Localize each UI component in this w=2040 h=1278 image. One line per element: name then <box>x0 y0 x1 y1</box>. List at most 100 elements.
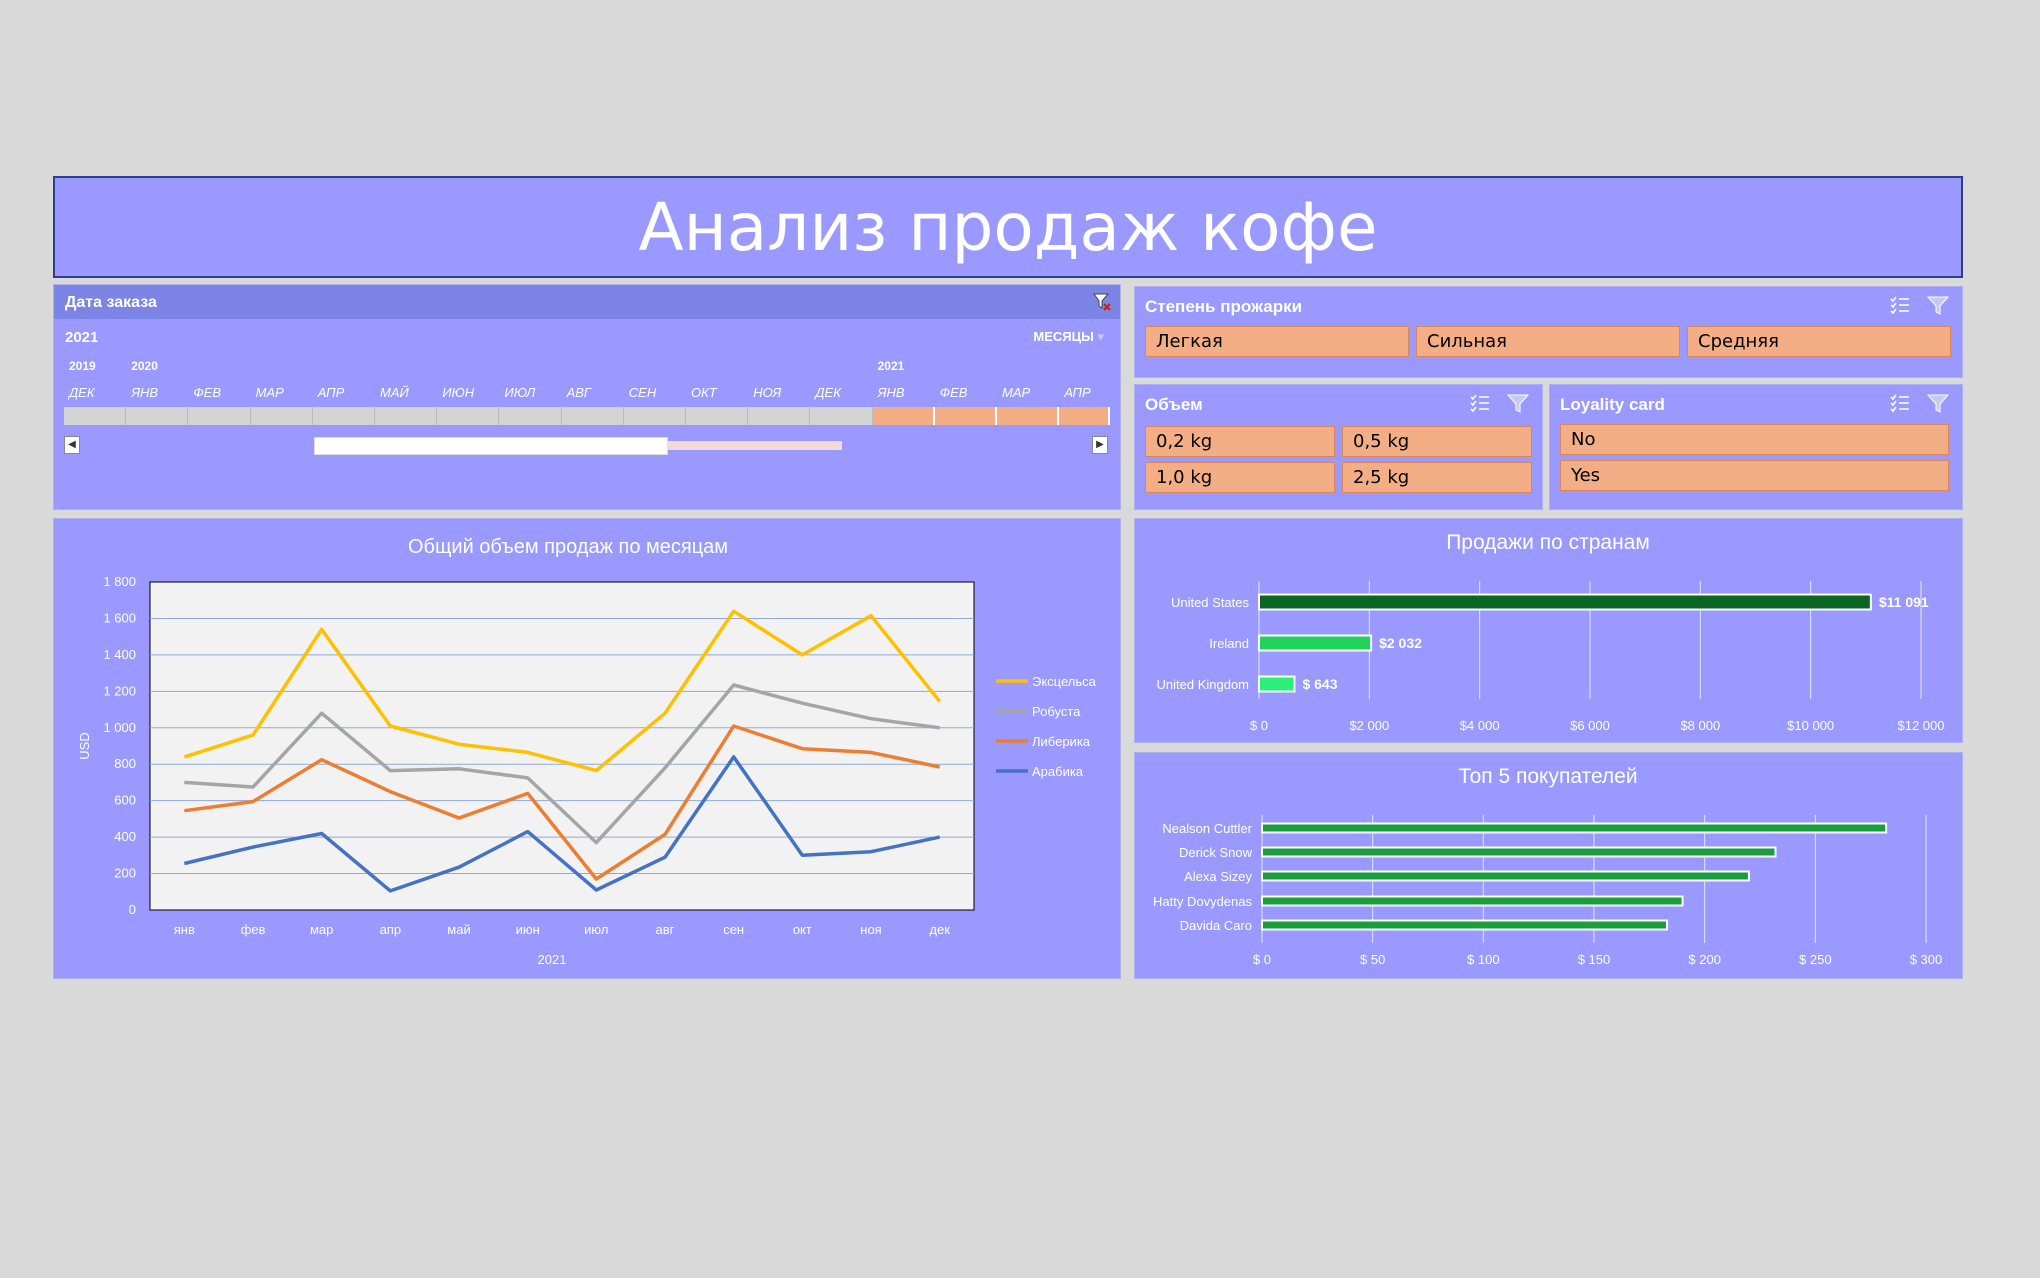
timeline-month-label: ЯНВ <box>131 385 159 400</box>
timeline-month-selected[interactable] <box>1059 407 1110 425</box>
timeline-scroll-thumb[interactable] <box>314 437 668 455</box>
volume-item-0-5kg[interactable]: 0,5 kg <box>1342 426 1532 457</box>
legend-entry: Либерика <box>1032 734 1091 749</box>
timeline-month-label: АПР <box>317 385 345 400</box>
timeline-month-cell[interactable] <box>623 407 686 425</box>
timeline-level-dropdown[interactable]: МЕСЯЦЫ ▾ <box>1033 329 1104 344</box>
timeline-month-cell[interactable] <box>126 407 189 425</box>
category-label: Derick Snow <box>1179 845 1253 860</box>
roast-item-dark[interactable]: Сильная <box>1416 326 1680 357</box>
timeline-month-label: НОЯ <box>753 385 782 400</box>
x-tick-label: $ 0 <box>1250 718 1268 733</box>
bar[interactable] <box>1261 822 1888 834</box>
timeline-scroll-track[interactable] <box>668 441 842 450</box>
timeline-month-label: ДЕК <box>815 385 841 400</box>
volume-item-1-0kg[interactable]: 1,0 kg <box>1145 462 1335 493</box>
monthly-sales-chart[interactable]: Общий объем продаж по месяцам 0 200 400 600 8… <box>53 518 1121 979</box>
bar[interactable] <box>1261 870 1750 882</box>
timeline-month-selected[interactable] <box>872 407 935 425</box>
y-tick-label: 600 <box>114 793 136 808</box>
legend-entry: Эксцельса <box>1032 674 1097 689</box>
line-chart-title: Общий объем продаж по месяцам <box>408 536 728 558</box>
x-tick-label: $ 250 <box>1799 952 1832 967</box>
timeline-month-label: ИЮН <box>442 385 475 400</box>
timeline-month-cell[interactable] <box>64 407 127 425</box>
x-tick-label: $ 200 <box>1688 952 1721 967</box>
scroll-left-button[interactable]: ◀ <box>64 436 80 454</box>
multi-select-icon[interactable] <box>1468 391 1492 415</box>
bar[interactable] <box>1258 593 1872 611</box>
timeline-year-label: 2019 <box>69 359 96 373</box>
timeline-month-cell[interactable] <box>810 407 873 425</box>
y-tick-label: 0 <box>129 902 136 917</box>
y-tick-label: 1 000 <box>103 720 136 735</box>
bar[interactable] <box>1258 634 1373 652</box>
roast-item-medium[interactable]: Средняя <box>1687 326 1951 357</box>
volume-slicer[interactable]: Объем 0,2 kg 0,5 kg 1,0 kg 2,5 kg <box>1134 384 1543 510</box>
clear-filter-icon[interactable] <box>1092 292 1112 312</box>
timeline-month-label: МАЙ <box>380 385 409 400</box>
order-date-timeline[interactable]: Дата заказа 2021 МЕСЯЦЫ ▾ 2019 2020 2021 Д… <box>53 284 1121 510</box>
data-label: $11 091 <box>1879 594 1929 610</box>
roast-slicer[interactable]: Степень прожарки Легкая Сильная Средняя <box>1134 286 1963 378</box>
x-tick-label: окт <box>793 922 812 937</box>
volume-item-0-2kg[interactable]: 0,2 kg <box>1145 426 1335 457</box>
x-tick-label: $ 150 <box>1578 952 1611 967</box>
timeline-month-label: ФЕВ <box>939 385 968 400</box>
x-tick-label: $ 50 <box>1360 952 1385 967</box>
bar[interactable] <box>1261 919 1669 931</box>
timeline-month-cell[interactable] <box>312 407 375 425</box>
scroll-right-button[interactable]: ▶ <box>1092 436 1108 454</box>
series-line[interactable] <box>184 683 940 845</box>
x-tick-label: дек <box>929 922 950 937</box>
filter-icon[interactable] <box>1926 391 1950 415</box>
timeline-month-cell[interactable] <box>561 407 624 425</box>
bar[interactable] <box>1261 895 1684 907</box>
timeline-month-selected[interactable] <box>997 407 1060 425</box>
timeline-month-label: СЕН <box>628 385 657 400</box>
filter-icon[interactable] <box>1926 293 1950 317</box>
sales-by-country-svg: Продажи по странам $ 0 $2 000 $4 000 $6 000 $… <box>1157 531 1945 733</box>
bar[interactable] <box>1261 846 1777 858</box>
y-tick-label: 800 <box>114 756 136 771</box>
x-tick-label: $6 000 <box>1570 718 1610 733</box>
x-tick-label: янв <box>174 922 195 937</box>
multi-select-icon[interactable] <box>1888 391 1912 415</box>
y-tick-label: 200 <box>114 866 136 881</box>
timeline-month-cell[interactable] <box>188 407 251 425</box>
loyalty-item-no[interactable]: No <box>1560 424 1949 455</box>
y-tick-label: 1 800 <box>103 574 136 589</box>
timeline-month-label: ЯНВ <box>877 385 905 400</box>
timeline-header: Дата заказа <box>54 285 1120 319</box>
multi-select-icon[interactable] <box>1888 293 1912 317</box>
series-line[interactable] <box>184 724 941 881</box>
timeline-month-cell[interactable] <box>499 407 562 425</box>
sales-by-country-chart[interactable]: Продажи по странам $ 0 $2 000 $4 000 $6 000 $… <box>1134 518 1963 743</box>
timeline-month-cell[interactable] <box>748 407 811 425</box>
timeline-month-cell[interactable] <box>437 407 500 425</box>
series-line[interactable] <box>183 755 941 893</box>
timeline-month-selected[interactable] <box>934 407 997 425</box>
category-label: Hatty Dovydenas <box>1153 894 1252 909</box>
y-tick-label: 1 400 <box>103 647 136 662</box>
loyalty-item-yes[interactable]: Yes <box>1560 460 1949 491</box>
x-tick-label: авг <box>656 922 675 937</box>
x-tick-label: сен <box>723 922 744 937</box>
category-label: Davida Caro <box>1180 918 1252 933</box>
category-label: Alexa Sizey <box>1184 869 1252 884</box>
volume-item-2-5kg[interactable]: 2,5 kg <box>1342 462 1532 493</box>
filter-icon[interactable] <box>1506 391 1530 415</box>
x-tick-label: май <box>447 922 470 937</box>
timeline-month-cell[interactable] <box>686 407 749 425</box>
timeline-year-label: 2020 <box>131 359 158 373</box>
roast-item-light[interactable]: Легкая <box>1145 326 1409 357</box>
timeline-month-label: ОКТ <box>691 385 717 400</box>
x-tick-label: апр <box>380 922 402 937</box>
loyalty-card-slicer[interactable]: Loyality card No Yes <box>1549 384 1963 510</box>
category-label: United Kingdom <box>1157 677 1250 692</box>
timeline-month-cell[interactable] <box>250 407 313 425</box>
bar[interactable] <box>1258 675 1296 693</box>
series-line[interactable] <box>183 609 942 773</box>
timeline-month-cell[interactable] <box>375 407 438 425</box>
top-customers-chart[interactable]: Топ 5 покупателей $ 0 $ 50 $ 100 $ 150 $ 200 $… <box>1134 752 1963 979</box>
